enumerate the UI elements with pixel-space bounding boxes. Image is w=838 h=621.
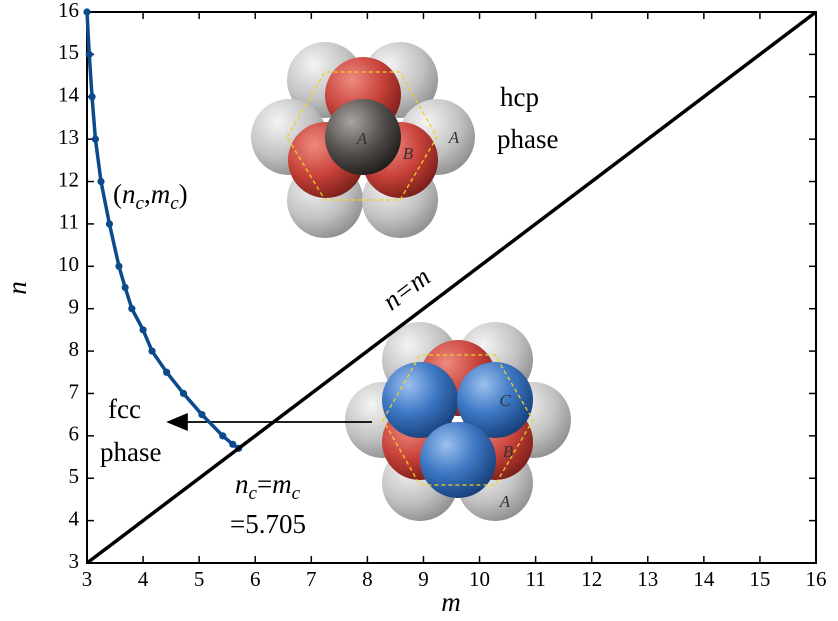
annotation-run: = [257, 469, 272, 499]
marker [88, 93, 96, 101]
annotation-run: c [170, 193, 179, 214]
y-tick-label: 15 [58, 40, 79, 64]
marker [115, 262, 123, 270]
y-tick-label: 12 [58, 167, 79, 191]
x-tick-label: 5 [194, 567, 205, 591]
marker [163, 368, 171, 376]
annotation-run: ) [179, 179, 188, 209]
y-tick-label: 9 [69, 295, 80, 319]
annotation-run: phase [100, 437, 161, 467]
marker [198, 411, 206, 419]
annotation: (nc,mc) [113, 179, 188, 214]
annotation-run: hcp [500, 82, 539, 112]
marker [179, 389, 188, 398]
annotation: hcp [500, 82, 539, 112]
marker [85, 50, 93, 58]
x-tick-label: 15 [749, 567, 770, 591]
marker [121, 283, 129, 292]
y-tick-label: 13 [58, 125, 79, 149]
annotation-run: ( [113, 179, 122, 209]
marker [97, 177, 105, 186]
y-tick-label: 8 [69, 337, 80, 361]
annotation-run: c [249, 483, 258, 504]
x-axis-label: m [441, 587, 461, 617]
annotation: fcc [108, 394, 141, 424]
y-tick-label: 10 [58, 252, 79, 276]
annotation-run: , [144, 179, 151, 209]
x-tick-label: 14 [693, 567, 715, 591]
marker [128, 305, 136, 313]
x-tick-label: 9 [418, 567, 429, 591]
annotation-run: n [122, 179, 136, 209]
x-tick-label: 13 [637, 567, 658, 591]
x-tick-label: 4 [138, 567, 149, 591]
y-tick-label: 14 [58, 83, 80, 107]
y-tick-label: 7 [69, 379, 80, 403]
annotation-run: phase [497, 124, 558, 154]
x-tick-label: 10 [469, 567, 490, 591]
x-tick-label: 12 [581, 567, 602, 591]
marker [83, 8, 91, 16]
annotation-run: n [235, 469, 249, 499]
x-tick-label: 8 [362, 567, 373, 591]
annotation-run: c [292, 483, 301, 504]
annotation-run: =5.705 [230, 509, 306, 539]
y-axis-label: n [2, 281, 32, 295]
line [85, 10, 818, 565]
sphere-label: A [499, 492, 511, 511]
sphere-label: A [448, 128, 460, 147]
x-tick-label: 7 [306, 567, 317, 591]
annotation: phase [497, 124, 558, 154]
sphere-label: A [356, 129, 368, 148]
annotation: =5.705 [230, 509, 306, 539]
x-tick-label: 3 [82, 567, 93, 591]
annotation-run: fcc [108, 394, 141, 424]
marker [91, 135, 100, 143]
marker [148, 347, 156, 355]
fcc-illustration: C B A [345, 322, 571, 521]
plot-frame [86, 11, 817, 564]
y-tick-label: 6 [69, 422, 80, 446]
y-tick-label: 11 [59, 210, 79, 234]
x-tick-label: 16 [806, 567, 827, 591]
x-tick-label: 6 [250, 567, 261, 591]
annotation-run: m [151, 179, 171, 209]
annotation: nc=mc [235, 469, 301, 504]
sphere-label: B [503, 442, 514, 461]
x-tick-label: 11 [525, 567, 545, 591]
marker [105, 220, 114, 228]
annotation-run: m [272, 469, 292, 499]
sphere-label: C [499, 391, 511, 410]
y-tick-label: 16 [58, 0, 79, 22]
marker [219, 432, 227, 440]
annotation-run: c [136, 193, 145, 214]
y-tick-label: 4 [69, 506, 80, 530]
line [85, 11, 240, 450]
y-tick-label: 5 [69, 464, 80, 488]
sphere-label: B [403, 144, 414, 163]
hcp-illustration: A B A [251, 42, 475, 238]
annotation: phase [100, 437, 161, 467]
y-tick-label: 3 [69, 549, 80, 573]
marker [229, 440, 237, 448]
marker [139, 326, 147, 334]
